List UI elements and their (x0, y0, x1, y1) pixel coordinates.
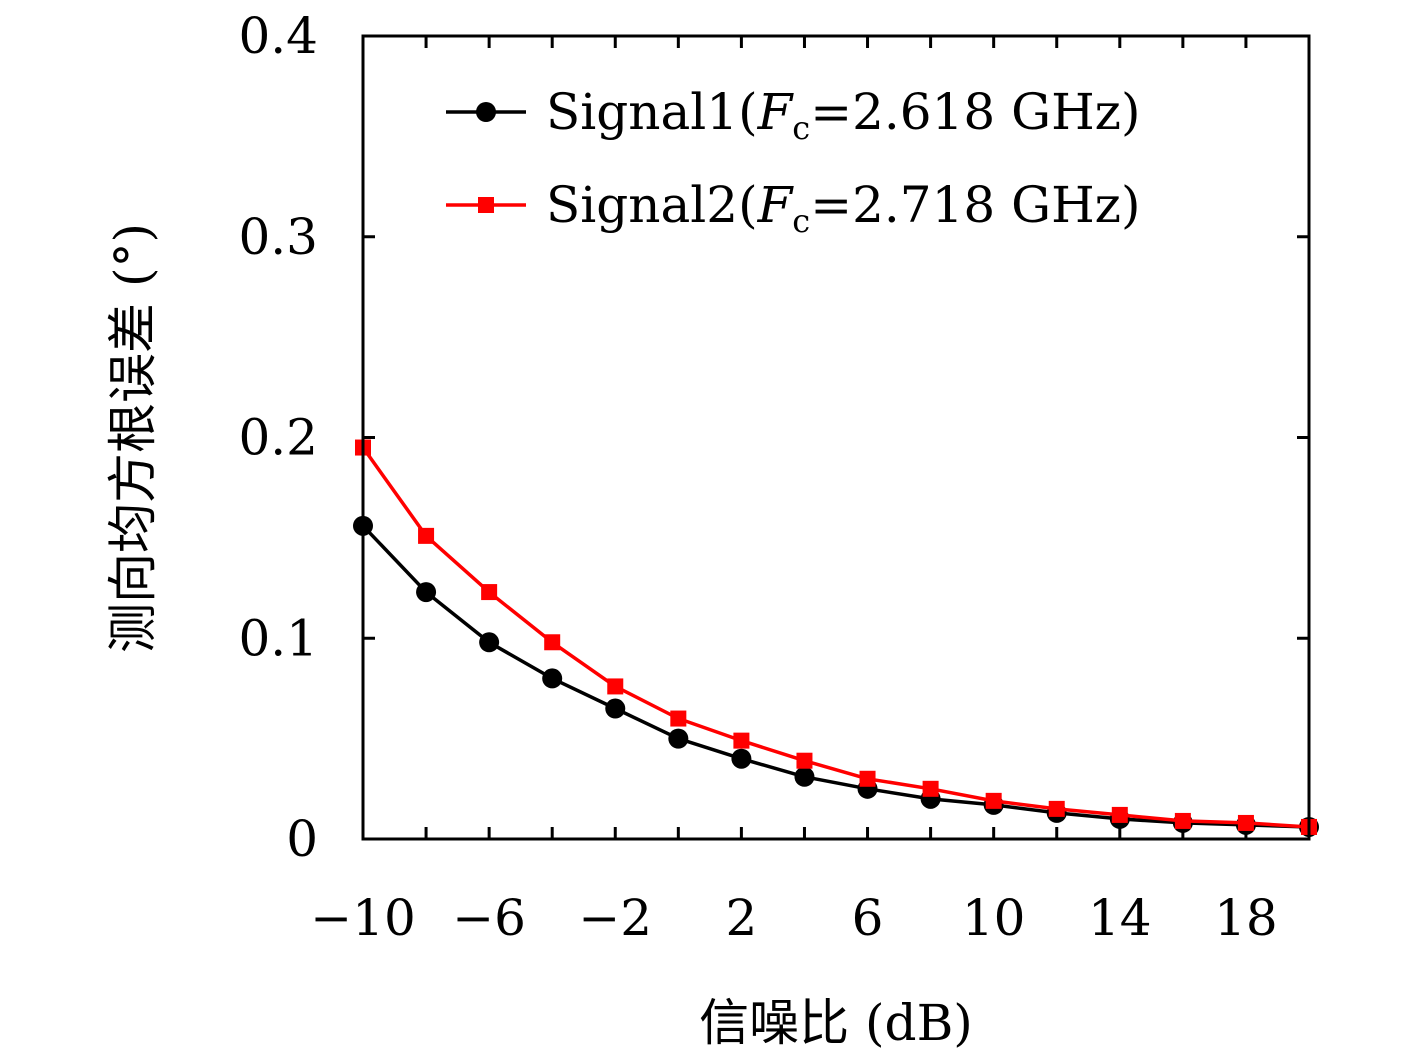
legend-marker (476, 102, 496, 122)
x-tick-label: 14 (1088, 889, 1152, 947)
y-tick-label: 0.3 (238, 208, 318, 266)
data-point (542, 668, 563, 689)
data-point (668, 728, 689, 749)
data-point (416, 582, 437, 603)
axis-ticks (361, 34, 1311, 841)
series-1 (353, 515, 1319, 837)
data-point (1048, 800, 1065, 817)
legend: Signal1(Fc=2.618 GHz) Signal2(Fc=2.718 GH… (446, 83, 1141, 240)
x-tick-label: −6 (452, 889, 526, 947)
data-point (481, 584, 498, 601)
x-axis-title: 信噪比 (dB) (699, 994, 973, 1052)
data-point (733, 732, 750, 749)
data-point (731, 748, 752, 769)
data-point (1237, 814, 1254, 831)
data-point (796, 752, 813, 769)
y-tick-labels: 0 0.1 0.2 0.3 0.4 (238, 7, 318, 868)
legend-label: Signal1(Fc=2.618 GHz) (546, 83, 1141, 147)
x-tick-label: −10 (310, 889, 416, 947)
series-line (361, 446, 1310, 829)
y-tick-label: 0 (286, 810, 318, 868)
data-point (670, 710, 687, 727)
plot-frame (361, 34, 1311, 841)
data-point (479, 632, 500, 653)
x-tick-label: 10 (962, 889, 1026, 947)
y-tick-label: 0.1 (238, 609, 318, 667)
data-point (1174, 812, 1191, 829)
y-tick-label: 0.2 (238, 409, 318, 467)
legend-item-2: Signal2(Fc=2.718 GHz) (446, 176, 1141, 240)
legend-item-1: Signal1(Fc=2.618 GHz) (446, 83, 1141, 147)
series-line (361, 524, 1310, 829)
series-2 (355, 439, 1317, 835)
data-point (605, 698, 626, 719)
y-axis-title: 测向均方根误差 (°) (104, 223, 162, 653)
data-point (544, 634, 561, 651)
data-point (985, 792, 1002, 809)
data-point (1111, 806, 1128, 823)
legend-label: Signal2(Fc=2.718 GHz) (546, 176, 1141, 240)
x-tick-label: 18 (1214, 889, 1278, 947)
x-tick-label: 2 (725, 889, 757, 947)
y-tick-label: 0.4 (238, 7, 318, 65)
x-tick-label: 6 (852, 889, 884, 947)
legend-marker (478, 197, 494, 213)
data-point (418, 527, 435, 544)
x-tick-labels: −10 −6 −2 2 6 10 14 18 (310, 889, 1278, 947)
data-point (922, 780, 939, 797)
x-tick-label: −2 (578, 889, 652, 947)
data-point (607, 678, 624, 695)
data-point (794, 766, 815, 787)
data-point (859, 770, 876, 787)
data-series (353, 439, 1319, 837)
